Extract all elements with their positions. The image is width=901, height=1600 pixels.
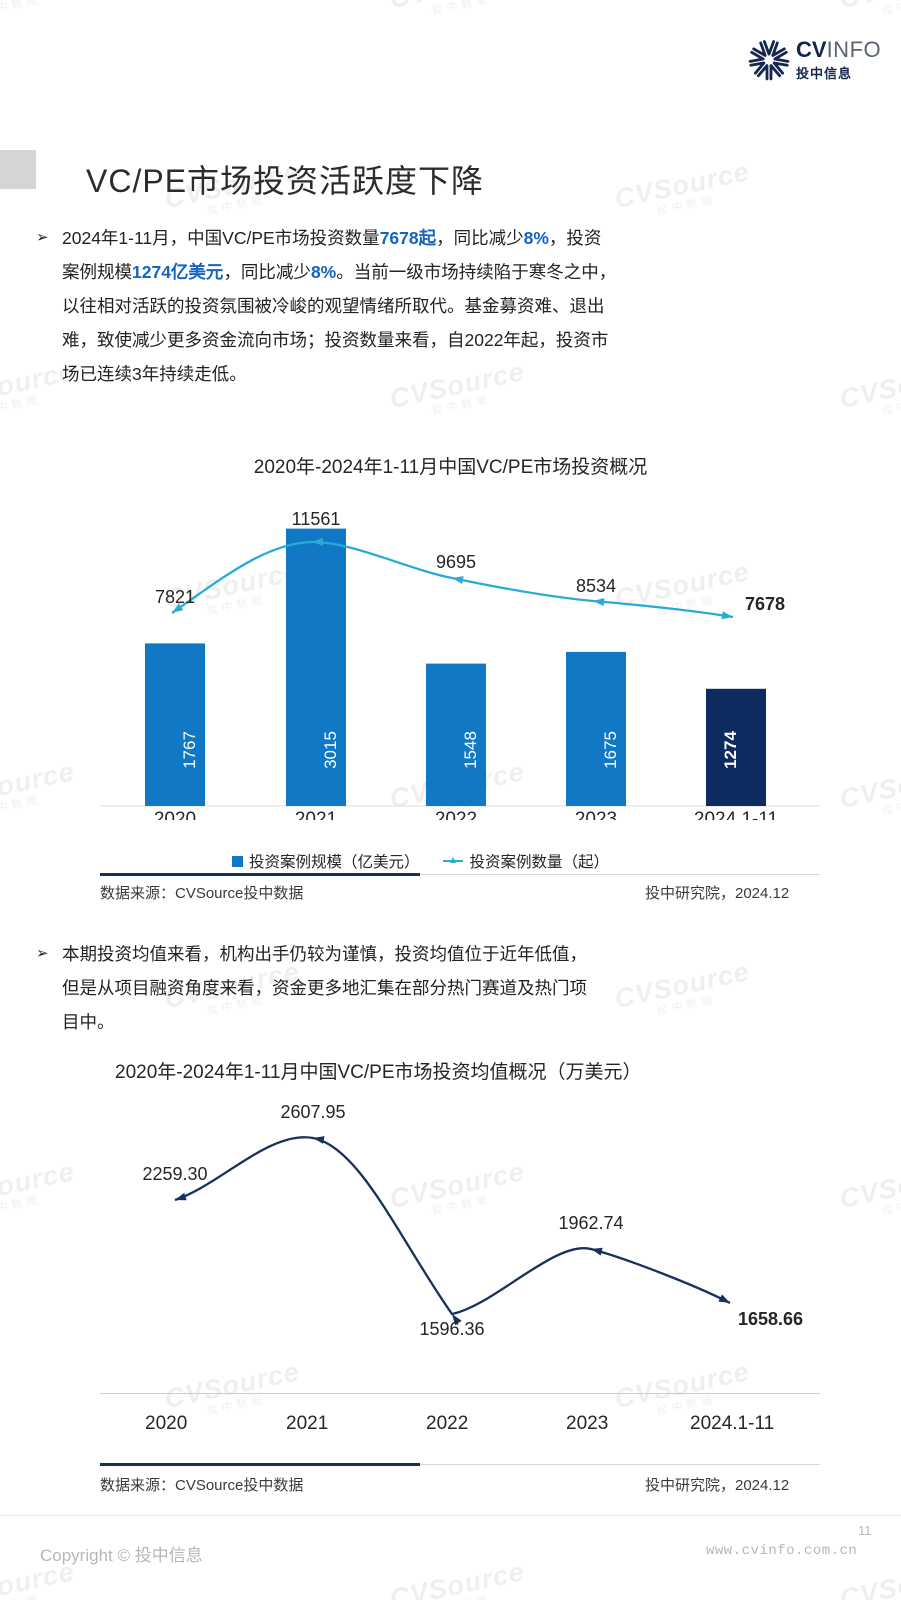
svg-text:2259.30: 2259.30 xyxy=(142,1164,207,1184)
svg-text:2022: 2022 xyxy=(435,809,477,820)
svg-text:1548: 1548 xyxy=(461,731,480,769)
svg-text:2607.95: 2607.95 xyxy=(280,1102,345,1122)
svg-text:3015: 3015 xyxy=(321,731,340,769)
svg-text:8534: 8534 xyxy=(576,576,616,596)
svg-text:9695: 9695 xyxy=(436,552,476,572)
svg-text:7678: 7678 xyxy=(745,594,785,614)
svg-text:11561: 11561 xyxy=(292,509,341,529)
svg-text:2020: 2020 xyxy=(154,809,196,820)
svg-text:1658.66: 1658.66 xyxy=(738,1309,803,1329)
svg-text:1675: 1675 xyxy=(601,731,620,769)
svg-text:1596.36: 1596.36 xyxy=(419,1319,484,1339)
svg-text:1767: 1767 xyxy=(180,731,199,769)
svg-text:2023: 2023 xyxy=(575,809,617,820)
svg-text:1962.74: 1962.74 xyxy=(558,1213,623,1233)
svg-text:1274: 1274 xyxy=(721,731,740,769)
svg-text:2024.1-11: 2024.1-11 xyxy=(694,809,778,820)
svg-text:2021: 2021 xyxy=(295,809,337,820)
svg-text:7821: 7821 xyxy=(155,587,195,607)
